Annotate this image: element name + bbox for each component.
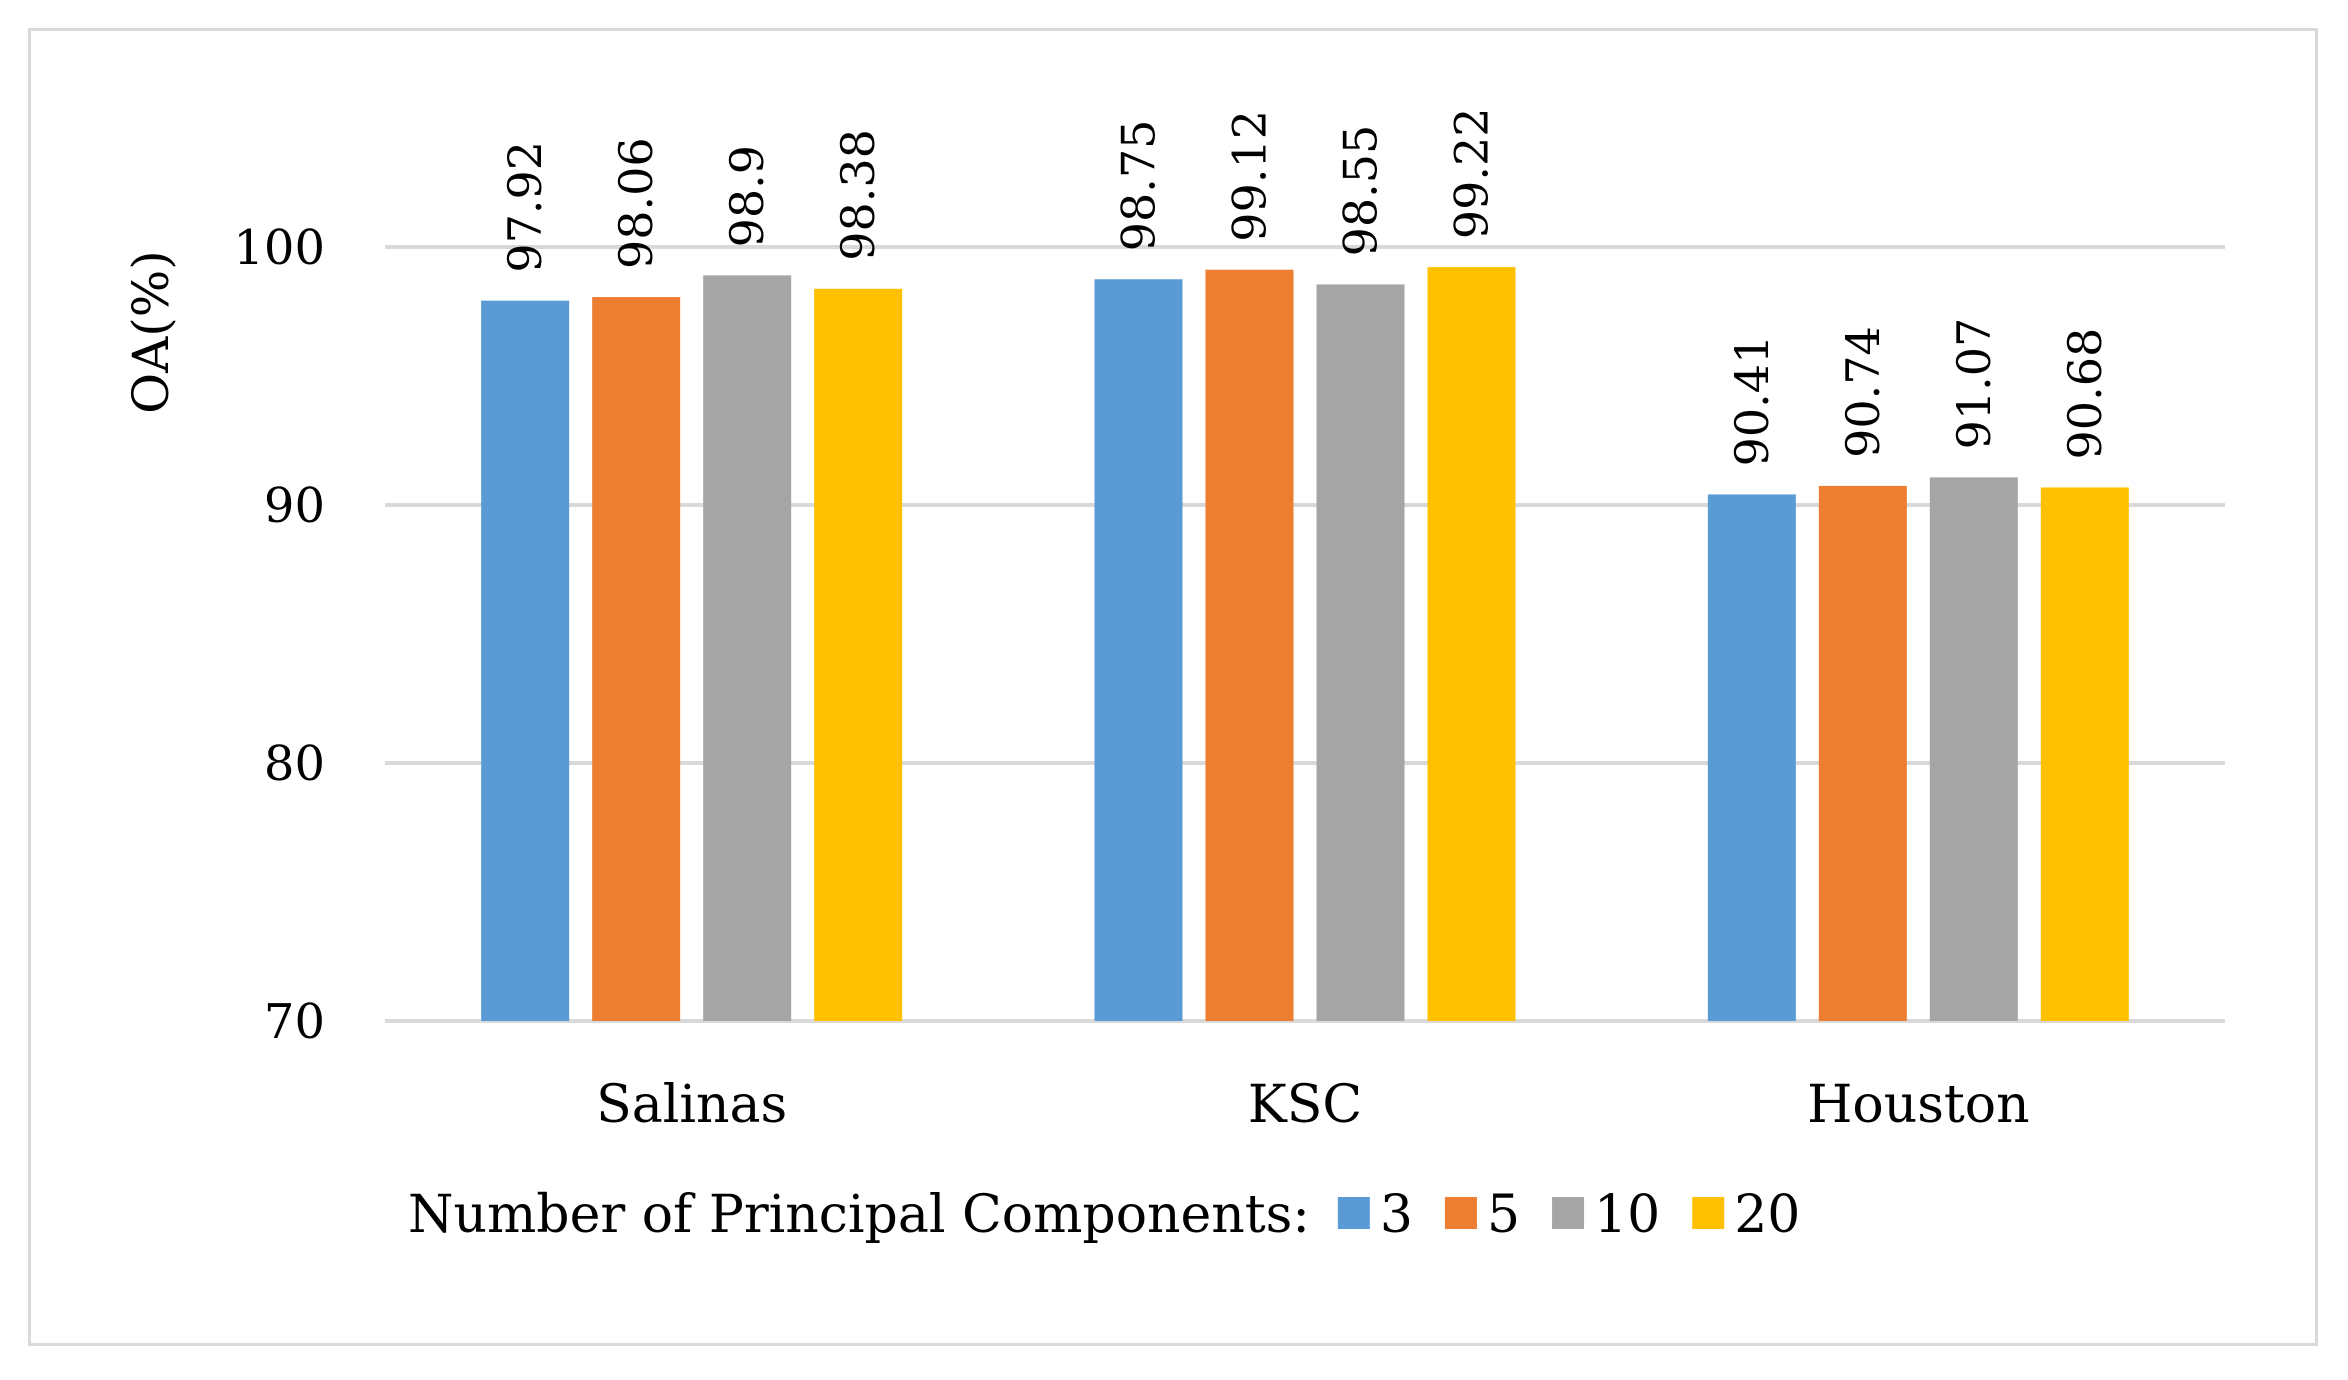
category-label-salinas: Salinas: [596, 1075, 787, 1135]
legend-title: Number of Principal Components:: [408, 1185, 1310, 1245]
y-axis-title: OA(%): [122, 250, 180, 414]
bar-ksc-5: [1205, 269, 1294, 1022]
bar-salinas-5: [592, 297, 681, 1021]
y-tick-label: 100: [233, 220, 325, 276]
y-tick-label: 80: [264, 736, 325, 792]
bar-houston-10: [1929, 477, 2018, 1021]
category-label-ksc: KSC: [1248, 1075, 1362, 1135]
data-label-ksc-5: 99.12: [1223, 110, 1277, 242]
legend-swatch-3: [1337, 1197, 1370, 1229]
legend: Number of Principal Components: 3 5 10 20: [408, 1185, 1800, 1245]
y-tick-label: 70: [264, 994, 325, 1050]
legend-swatch-10: [1552, 1197, 1585, 1229]
bar-ksc-10: [1316, 284, 1405, 1021]
y-axis-ticks: 70 80 90 100: [233, 220, 325, 1050]
x-axis-categories: Salinas KSC Houston: [596, 1075, 2029, 1135]
bar-houston-5: [1818, 485, 1907, 1022]
data-label-houston-10: 91.07: [1947, 318, 2001, 450]
category-label-houston: Houston: [1807, 1075, 2030, 1135]
bar-salinas-20: [814, 288, 903, 1021]
chart-frame: [28, 28, 2318, 1346]
bar-salinas-10: [703, 275, 792, 1021]
bar-houston-3: [1707, 494, 1796, 1021]
legend-label-20: 20: [1734, 1185, 1800, 1245]
data-label-ksc-3: 98.75: [1112, 120, 1166, 252]
legend-label-5: 5: [1487, 1185, 1520, 1245]
data-label-ksc-10: 98.55: [1334, 125, 1388, 257]
bar-salinas-3: [481, 300, 570, 1021]
bars: [481, 267, 2129, 1022]
legend-label-3: 3: [1380, 1185, 1413, 1245]
bar-ksc-3: [1094, 279, 1183, 1021]
data-labels: 97.92 98.06 98.9 98.38 98.75 99.12 98.55 99.22 9…: [498, 107, 2112, 466]
legend-label-10: 10: [1594, 1185, 1660, 1245]
data-label-salinas-10: 98.9: [720, 145, 774, 247]
data-label-houston-20: 90.68: [2058, 328, 2112, 460]
legend-swatch-5: [1444, 1197, 1477, 1229]
legend-swatch-20: [1692, 1197, 1725, 1229]
data-label-salinas-20: 98.38: [831, 129, 885, 261]
data-label-salinas-5: 98.06: [609, 137, 663, 269]
data-label-houston-3: 90.41: [1725, 335, 1779, 467]
bar-houston-20: [2040, 487, 2129, 1021]
y-tick-label: 90: [264, 478, 325, 534]
data-label-salinas-3: 97.92: [498, 141, 552, 273]
data-label-ksc-20: 99.22: [1445, 107, 1499, 239]
gridlines: [385, 245, 2225, 1023]
data-label-houston-5: 90.74: [1836, 326, 1890, 458]
bar-ksc-20: [1427, 267, 1516, 1021]
